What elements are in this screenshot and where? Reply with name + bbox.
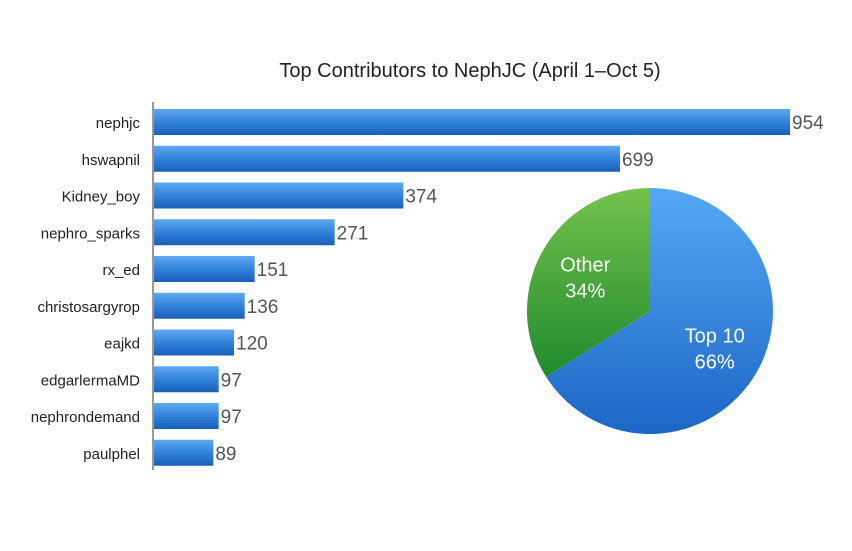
bar-kidney-boy xyxy=(154,182,404,209)
category-label: paulphel xyxy=(83,446,140,463)
pie-value-label: 34% xyxy=(565,280,605,302)
category-label: edgarlermaMD xyxy=(41,372,140,389)
category-label: rx_ed xyxy=(102,262,140,279)
bar-rx-ed xyxy=(154,256,255,282)
value-label: 97 xyxy=(221,370,242,391)
value-label: 151 xyxy=(257,260,289,281)
pie-slice-other xyxy=(527,188,650,377)
chart-title: Top Contributors to NephJC (April 1–Oct … xyxy=(279,60,661,82)
value-label: 97 xyxy=(221,407,242,428)
category-label: nephjc xyxy=(96,115,141,132)
value-label: 699 xyxy=(622,150,654,171)
pie-layer: Top 10 66% Other 34% xyxy=(527,188,774,435)
value-label: 374 xyxy=(405,187,437,208)
value-label: 954 xyxy=(792,113,824,134)
pie-label: Other xyxy=(560,254,610,276)
category-label: christosargyrop xyxy=(37,299,140,316)
category-label: Kidney_boy xyxy=(62,189,141,206)
category-label: nephro_sparks xyxy=(41,225,140,242)
bar-hswapnil xyxy=(154,145,620,172)
value-label: 271 xyxy=(337,223,369,244)
value-label: 89 xyxy=(215,444,236,465)
bar-nephjc xyxy=(154,109,790,135)
pie-slice-top-10 xyxy=(546,188,774,435)
bar-eajkd xyxy=(154,329,234,356)
bar-nephro-sparks xyxy=(154,219,335,246)
bar-edgarlermamd xyxy=(154,366,219,393)
bars-layer: nephjc 954 hswapnil 699 Kidney_boy 374 nephro_… xyxy=(31,109,824,466)
value-label: 120 xyxy=(236,334,268,355)
bar-christosargyrop xyxy=(154,292,245,319)
bar-nephrondemand xyxy=(154,403,219,429)
pie-label: Top 10 xyxy=(685,326,745,348)
category-label: nephrondemand xyxy=(31,409,140,426)
category-label: hswapnil xyxy=(82,152,140,169)
category-label: eajkd xyxy=(104,336,140,353)
value-label: 136 xyxy=(247,297,279,318)
bar-paulphel xyxy=(154,439,214,466)
pie-value-label: 66% xyxy=(695,352,735,374)
